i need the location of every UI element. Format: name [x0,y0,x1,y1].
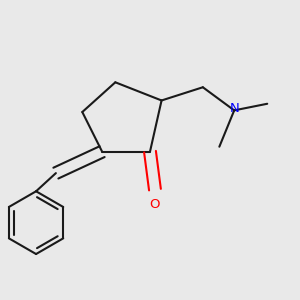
Text: O: O [150,198,160,211]
Text: N: N [229,102,239,115]
